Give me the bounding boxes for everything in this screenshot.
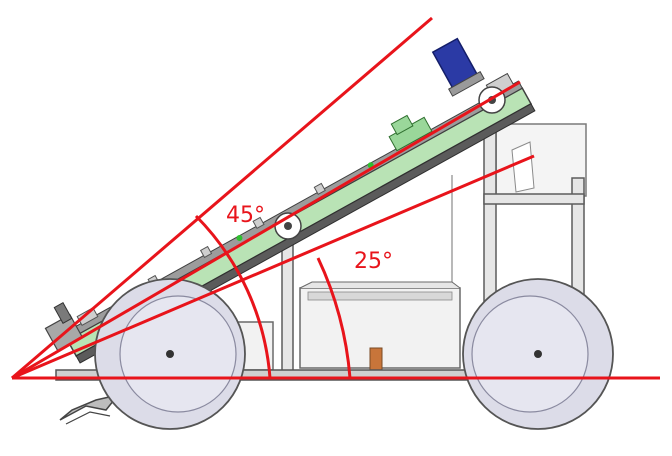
angle-label-45: 45°: [226, 203, 265, 228]
front-wheel: [94, 278, 246, 430]
line-25-deg: [11, 154, 535, 380]
electronics-box: [299, 281, 461, 371]
angle-lines: [11, 16, 660, 380]
arc-45-deg: [194, 214, 272, 379]
rear-enclosure: [495, 123, 587, 197]
line-45-deg: [11, 16, 433, 380]
copper-connector-icon: [369, 347, 383, 371]
plate-incline-line: [11, 80, 521, 380]
angle-label-25: 25°: [354, 249, 393, 274]
motor-icon: [431, 37, 485, 97]
rear-wheel: [462, 278, 614, 430]
arc-25-deg: [316, 257, 352, 379]
